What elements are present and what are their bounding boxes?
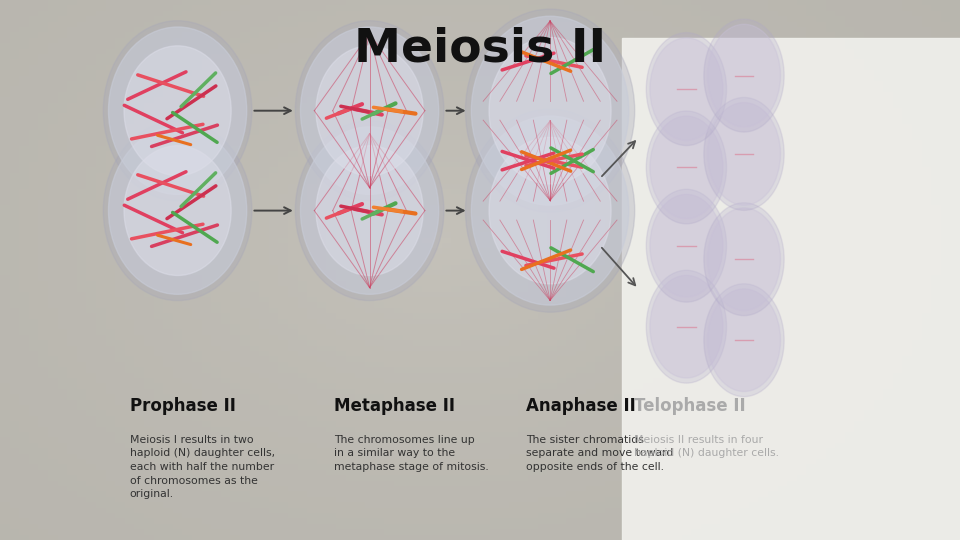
Ellipse shape (108, 27, 247, 194)
Bar (622, 38, 960, 540)
Ellipse shape (646, 32, 727, 146)
Ellipse shape (316, 46, 423, 176)
Text: The sister chromatids
separate and move toward
opposite ends of the cell.: The sister chromatids separate and move … (526, 435, 674, 472)
Text: Anaphase II: Anaphase II (526, 397, 636, 415)
Text: Meiosis II results in four
haploid (N) daughter cells.: Meiosis II results in four haploid (N) d… (634, 435, 779, 458)
Ellipse shape (704, 19, 784, 132)
Ellipse shape (650, 194, 723, 297)
Ellipse shape (300, 27, 439, 194)
Ellipse shape (704, 202, 784, 315)
Ellipse shape (108, 127, 247, 294)
Ellipse shape (471, 116, 629, 305)
Ellipse shape (466, 9, 635, 212)
Ellipse shape (316, 146, 423, 275)
Text: Prophase II: Prophase II (130, 397, 235, 415)
Ellipse shape (708, 208, 780, 310)
Text: The chromosomes line up
in a similar way to the
metaphase stage of mitosis.: The chromosomes line up in a similar way… (334, 435, 489, 472)
Ellipse shape (704, 284, 784, 396)
Ellipse shape (104, 120, 252, 301)
Ellipse shape (489, 137, 612, 284)
Ellipse shape (104, 21, 252, 201)
Ellipse shape (489, 37, 612, 184)
Ellipse shape (296, 21, 444, 201)
Text: Telophase II: Telophase II (634, 397, 745, 415)
Ellipse shape (704, 97, 784, 211)
Ellipse shape (646, 111, 727, 224)
Text: Meiosis II: Meiosis II (354, 27, 606, 72)
Ellipse shape (466, 109, 635, 312)
Ellipse shape (646, 189, 727, 302)
Ellipse shape (708, 289, 780, 392)
Ellipse shape (650, 116, 723, 219)
Ellipse shape (124, 146, 231, 275)
Ellipse shape (708, 103, 780, 205)
Ellipse shape (124, 46, 231, 176)
Ellipse shape (300, 127, 439, 294)
Ellipse shape (646, 270, 727, 383)
Ellipse shape (471, 16, 629, 205)
Ellipse shape (650, 38, 723, 140)
Ellipse shape (650, 275, 723, 378)
Ellipse shape (296, 120, 444, 301)
Text: Meiosis I results in two
haploid (N) daughter cells,
each with half the number
o: Meiosis I results in two haploid (N) dau… (130, 435, 275, 499)
Ellipse shape (708, 24, 780, 127)
Text: Metaphase II: Metaphase II (334, 397, 455, 415)
